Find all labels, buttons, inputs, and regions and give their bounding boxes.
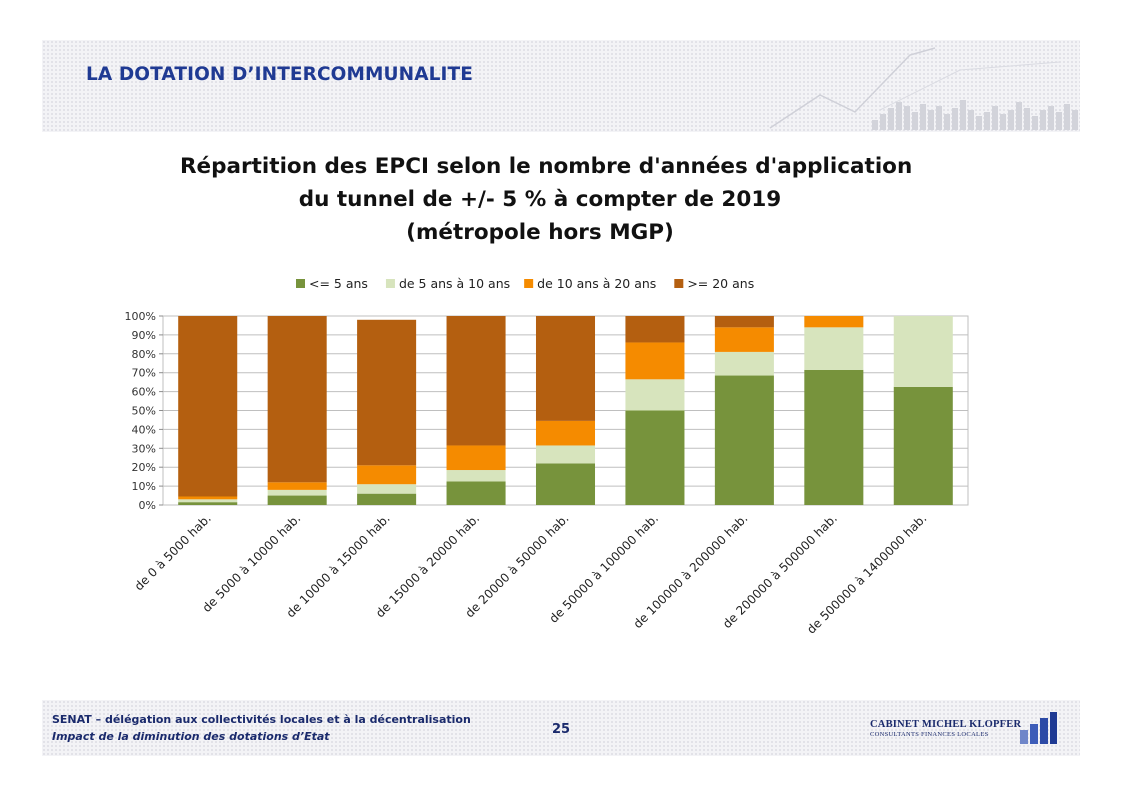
bar-segment — [267, 316, 327, 483]
x-category-label: de 10000 à 15000 hab. — [284, 511, 393, 620]
bar-segment — [267, 482, 327, 490]
brand-logo-icon — [1020, 712, 1057, 744]
bar-segment — [714, 327, 774, 352]
y-tick-label: 30% — [132, 442, 156, 455]
y-tick-label: 50% — [132, 405, 156, 418]
bar-segment — [804, 316, 864, 328]
bar-segment — [625, 316, 685, 343]
chart-title: Répartition des EPCI selon le nombre d'a… — [180, 150, 913, 249]
bar-segment — [267, 495, 327, 505]
bar-segment — [446, 481, 506, 505]
bar-segment — [625, 410, 685, 505]
bar-segment — [446, 316, 506, 446]
bar-segment — [804, 369, 864, 505]
footer-organization: SENAT – délégation aux collectivités loc… — [52, 713, 471, 726]
x-category-label: de 20000 à 50000 hab. — [462, 511, 571, 620]
bar-segment — [178, 496, 238, 500]
bar-segment — [267, 489, 327, 496]
footer-report-title: Impact de la diminution des dotations d’… — [52, 730, 330, 743]
bar-segment — [446, 445, 506, 471]
page-number: 25 — [552, 722, 571, 737]
x-category-label: de 15000 à 20000 hab. — [373, 511, 482, 620]
bar-segment — [535, 420, 596, 446]
stacked-bar-chart: 0% 10% 20% 30% 40% 50% 60% 70% 80% 90% 100% de 0 à … — [125, 276, 969, 637]
bar-segment — [804, 327, 864, 370]
legend-swatch — [296, 279, 305, 288]
y-tick-label: 10% — [132, 480, 156, 493]
bar-segment — [893, 386, 953, 505]
bar-segment — [446, 470, 506, 482]
bar-segment — [625, 379, 685, 411]
bar-segment — [357, 493, 417, 505]
y-tick-label: 0% — [139, 499, 156, 512]
x-category-label: de 5000 à 10000 hab. — [200, 511, 304, 615]
y-tick-label: 20% — [132, 461, 156, 474]
brand-name: CABINET MICHEL KLOPFER — [870, 719, 1022, 730]
legend-label: <= 5 ans — [309, 276, 368, 291]
y-tick-label: 60% — [132, 386, 156, 399]
x-category-label: de 0 à 5000 hab. — [132, 511, 214, 593]
bar-segment — [893, 316, 953, 387]
legend-label: >= 20 ans — [687, 276, 754, 291]
header-bars-decoration — [769, 47, 1078, 130]
legend-label: de 5 ans à 10 ans — [399, 276, 510, 291]
y-tick-label: 100% — [125, 310, 156, 323]
legend-swatch — [674, 279, 684, 288]
bar-segment — [357, 319, 417, 466]
legend-swatch — [385, 279, 395, 288]
slide-title: LA DOTATION D’INTERCOMMUNALITE — [86, 64, 473, 85]
bar-segment — [357, 484, 417, 494]
bar-segment — [535, 463, 596, 505]
footer-band — [42, 700, 1080, 756]
bar-segment — [625, 342, 685, 380]
bar-segment — [714, 316, 774, 328]
brand-block: CABINET MICHEL KLOPFER CONSULTANTS FINAN… — [870, 719, 1021, 738]
bar-segment — [535, 316, 596, 421]
y-tick-label: 90% — [132, 329, 156, 342]
chart-title-line-1: Répartition des EPCI selon le nombre d'a… — [180, 154, 913, 179]
bar-segment — [714, 351, 774, 376]
legend-label: de 10 ans à 20 ans — [537, 276, 656, 291]
header-band — [42, 40, 1080, 132]
chart-title-line-2: du tunnel de +/- 5 % à compter de 2019 — [298, 187, 782, 212]
bar-segment — [178, 316, 238, 497]
chart-title-line-3: (métropole hors MGP) — [406, 220, 674, 245]
y-tick-label: 80% — [132, 348, 156, 361]
brand-tagline: CONSULTANTS FINANCES LOCALES — [870, 731, 989, 738]
y-tick-label: 70% — [132, 367, 156, 380]
bar-segment — [178, 502, 238, 505]
bar-segment — [535, 445, 596, 464]
y-tick-label: 40% — [132, 423, 156, 436]
bar-segment — [714, 375, 774, 505]
bar-segment — [178, 499, 238, 503]
bar-segment — [357, 465, 417, 485]
legend-swatch — [524, 279, 534, 288]
